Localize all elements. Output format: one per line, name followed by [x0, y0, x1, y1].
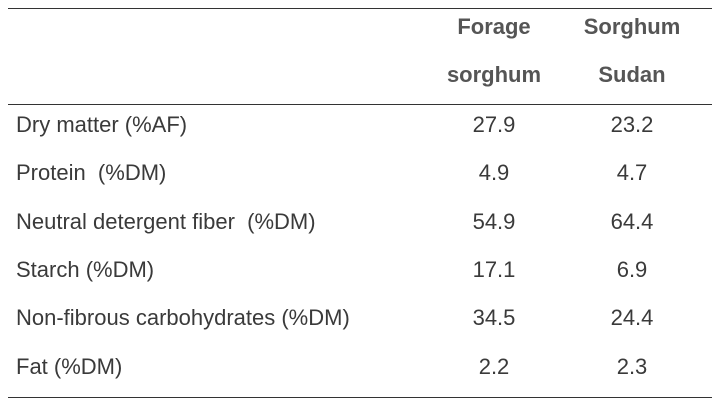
cell-value: 24.4	[610, 305, 654, 331]
row-label: Neutral detergent fiber (%DM)	[16, 208, 316, 234]
cell-value: 54.9	[472, 208, 516, 234]
cell-value: 34.5	[472, 305, 516, 331]
row-label: Non-fibrous carbohydrates (%DM)	[16, 305, 350, 331]
cell-value: 6.9	[616, 256, 648, 282]
column-header: Sorghum Sudan	[583, 14, 681, 87]
row-label: Starch (%DM)	[16, 256, 155, 282]
row-label: Fat (%DM)	[16, 353, 123, 379]
header-rule	[8, 104, 712, 105]
cell-value: 64.4	[610, 208, 654, 234]
row-label: Protein (%DM)	[16, 160, 167, 186]
cell-value: 4.7	[616, 160, 648, 186]
row-label: Dry matter (%AF)	[16, 112, 188, 137]
cell-value: 2.3	[616, 353, 648, 379]
column-header: Forage sorghum	[446, 14, 542, 87]
top-rule	[8, 8, 712, 9]
cell-value: 4.9	[478, 160, 510, 186]
cell-value: 17.1	[472, 256, 516, 282]
cell-value: 27.9	[472, 112, 516, 137]
bottom-rule	[8, 397, 712, 398]
cell-value: 2.2	[478, 353, 510, 379]
cell-value: 23.2	[610, 112, 654, 137]
